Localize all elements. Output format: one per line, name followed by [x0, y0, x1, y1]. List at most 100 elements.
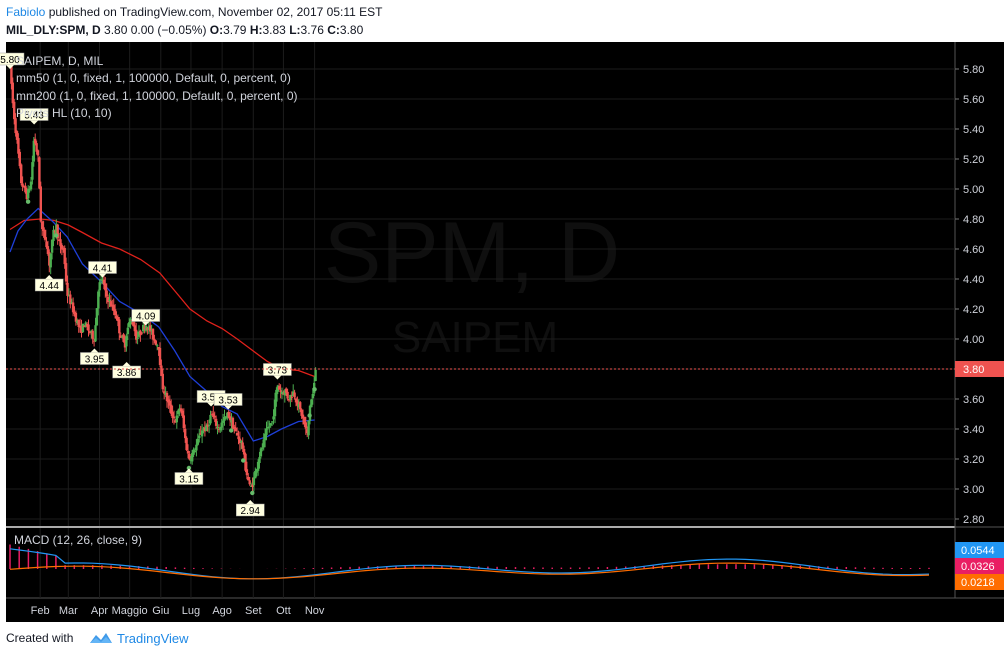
candle-down: [290, 396, 293, 398]
close-value: 3.80: [339, 23, 364, 37]
candle-down: [188, 454, 191, 460]
candle-down: [199, 433, 202, 435]
last-price-marker[interactable]: [955, 361, 1004, 377]
price-tick-label: 5.20: [963, 154, 984, 166]
pivot-label-pointer: [30, 120, 39, 125]
candle-down: [213, 415, 216, 418]
pivot-dot: [229, 428, 234, 433]
indicator-mm200[interactable]: mm200 (1, 0, fixed, 1, 100000, Default, …: [16, 89, 298, 103]
candle-up: [147, 326, 150, 331]
candle-down: [170, 404, 173, 414]
indicator-pivots[interactable]: Pivots HL (10, 10): [16, 106, 112, 120]
time-tick-label: Feb: [31, 605, 50, 617]
candle-down: [143, 326, 146, 330]
price-tick-label: 5.00: [963, 184, 984, 196]
candle-up: [108, 299, 111, 302]
candle-down: [11, 82, 14, 104]
candle-down: [66, 282, 69, 296]
candle-down: [38, 157, 41, 189]
candle-up: [195, 444, 198, 451]
pivot-label-text: 3.95: [85, 355, 105, 366]
author-link[interactable]: Fabiolo: [6, 5, 46, 19]
candle-up: [252, 477, 256, 486]
indicator-mm50[interactable]: mm50 (1, 0, fixed, 1, 100000, Default, 0…: [16, 71, 291, 85]
candle-down: [185, 437, 188, 451]
candle-down: [203, 427, 207, 432]
candle-up: [226, 412, 229, 419]
candle-up: [240, 441, 243, 443]
candle-down: [48, 252, 51, 266]
candle-down: [217, 428, 221, 430]
time-tick-label: Mar: [59, 605, 78, 617]
candle-up: [311, 394, 314, 399]
macd-title[interactable]: MACD (12, 26, close, 9): [14, 533, 143, 547]
candle-down: [174, 420, 177, 423]
candle-down: [13, 101, 16, 120]
tradingview-link[interactable]: TradingView: [117, 631, 189, 646]
candle-up: [314, 369, 317, 381]
tradingview-logo-icon[interactable]: [88, 629, 114, 647]
candle-down: [248, 480, 251, 485]
time-axis[interactable]: [6, 598, 955, 622]
candle-down: [227, 412, 230, 418]
candle-up: [297, 404, 300, 408]
candle-down: [69, 294, 72, 305]
candle-down: [158, 347, 162, 365]
candle-down: [294, 398, 298, 403]
time-tick-label: Giu: [152, 605, 169, 617]
candle-up: [70, 302, 73, 304]
candle-down: [154, 340, 157, 345]
candle-down: [57, 239, 61, 241]
candle-down: [53, 231, 57, 233]
candle-up: [31, 162, 34, 180]
macd-pane[interactable]: [6, 528, 955, 598]
candle-up: [126, 327, 129, 335]
candle-down: [153, 338, 156, 341]
candle-down: [151, 328, 155, 340]
price-pane[interactable]: [6, 42, 955, 526]
candle-down: [17, 138, 20, 154]
candle-down: [106, 297, 110, 302]
candle-down: [42, 227, 45, 231]
candle-down: [168, 401, 171, 406]
pivot-dot: [312, 387, 317, 392]
pivot-label-text: 5.80: [0, 55, 20, 66]
open-label: O:: [209, 23, 224, 37]
candle-up: [191, 453, 194, 462]
macd-value-marker[interactable]: [955, 542, 1004, 558]
pivot-label-text: 4.44: [39, 281, 59, 292]
candle-up: [76, 320, 79, 323]
candle-up: [97, 291, 100, 309]
pivot-label-pointer: [246, 500, 255, 504]
pivot-label-text: 3.15: [179, 475, 199, 486]
candle-down: [102, 279, 106, 285]
macd-value-marker-label: 0.0544: [961, 545, 995, 557]
candle-down: [237, 436, 240, 440]
candle-down: [15, 131, 19, 140]
candle-down: [118, 319, 121, 334]
candle-up: [202, 428, 205, 430]
price-axis[interactable]: [955, 42, 1004, 622]
candle-up: [275, 389, 278, 402]
candle-up: [266, 427, 270, 429]
candle-up: [101, 279, 104, 281]
candle-down: [64, 263, 68, 282]
chart-canvas[interactable]: SPM, D SAIPEM 5.80 5.60 5.40 5.20 5.00 4.80 4.60…: [0, 42, 1004, 622]
candle-down: [34, 138, 37, 144]
macd-signal-marker[interactable]: [955, 574, 1004, 590]
time-tick-label: Nov: [305, 605, 325, 617]
macd-histogram-marker[interactable]: [955, 558, 1004, 574]
candle-down: [247, 476, 250, 481]
candle-down: [251, 484, 254, 487]
candle-down: [132, 318, 135, 327]
candle-down: [78, 325, 82, 328]
candle-down: [242, 449, 246, 455]
candle-down: [24, 185, 27, 193]
series-title: SAIPEM, D, MIL: [16, 54, 104, 68]
candle-up: [219, 427, 222, 431]
high-label: H:: [249, 23, 263, 37]
candle-up: [175, 415, 178, 423]
candle-down: [45, 241, 48, 248]
candle-up: [129, 318, 132, 325]
candle-down: [109, 301, 113, 307]
